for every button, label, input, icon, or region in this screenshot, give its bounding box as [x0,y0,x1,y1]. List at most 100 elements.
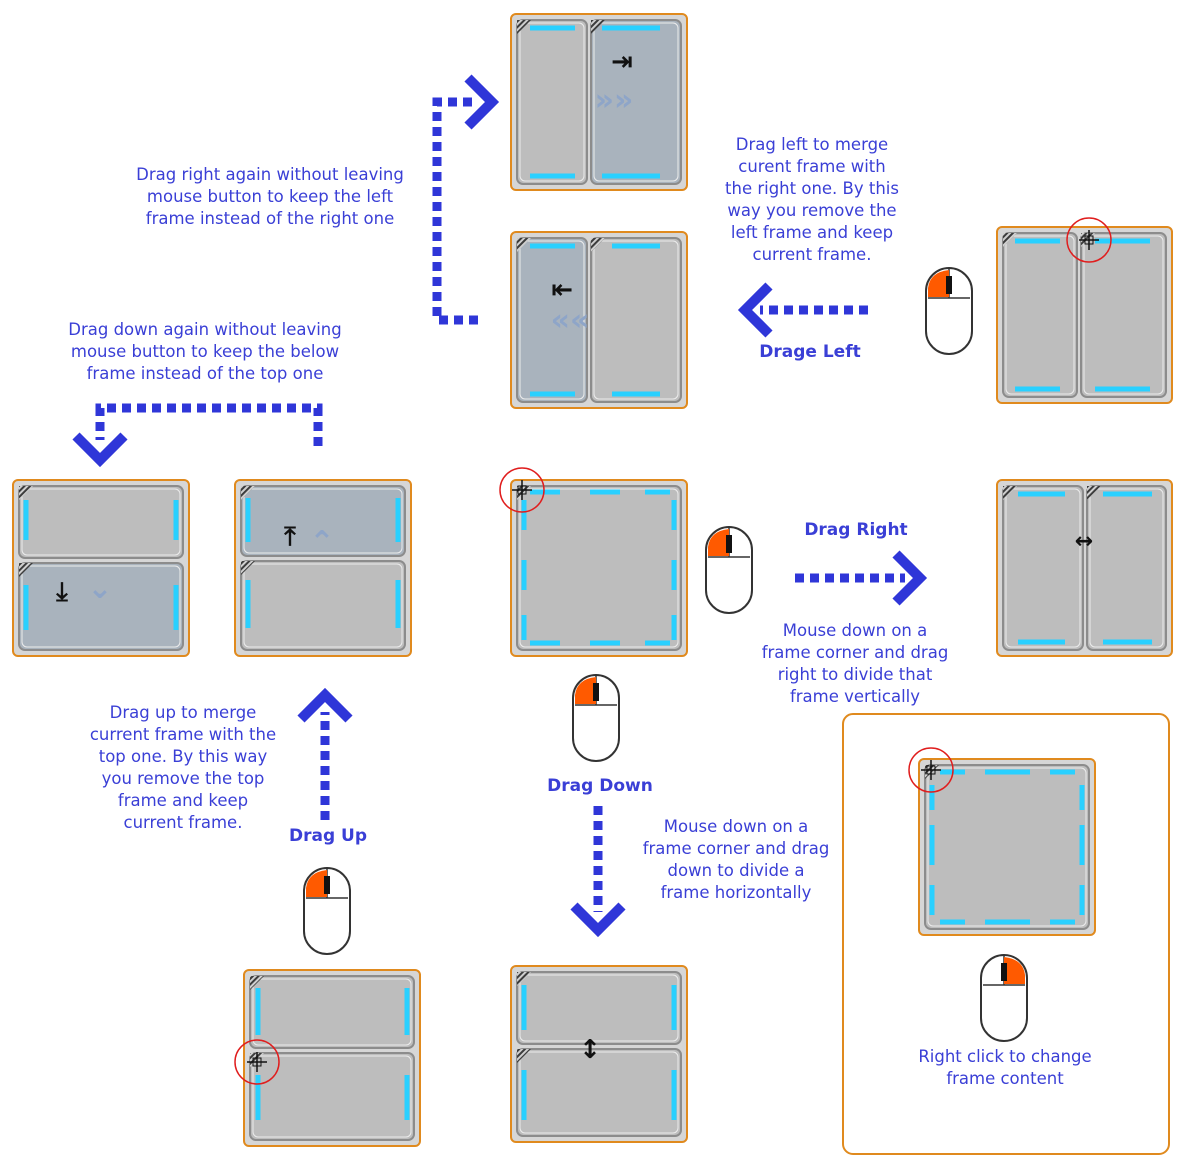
frame-pane [1002,232,1078,398]
pane-inner-edge [1083,235,1164,395]
mouse-icon [980,954,1028,1042]
pane-inner-edge [593,240,679,400]
caption-right-click: Right click to change frame content [918,1047,1092,1088]
cursor-center [252,1057,262,1067]
cursor-center [1084,235,1094,245]
frame-pane [516,237,588,403]
corner-grip-icon [591,20,605,34]
caption-drag-down-divide: Mouse down on a frame corner and drag do… [642,817,830,902]
caption-drag-right-again: Drag right again without leaving mouse b… [136,165,404,228]
frame-pane [1002,485,1084,651]
arrow-drag-up-head [297,687,353,723]
panel-merge-up [234,479,412,657]
label-drag-down: Drag Down [547,776,653,796]
frame-pane [240,560,406,651]
corner-grip-icon [1003,233,1017,247]
pane-inner-edge [519,240,585,400]
pane-inner-edge [927,767,1087,927]
corner-grip-icon [250,976,264,990]
mouse-pressed-button [928,270,949,297]
frame-corner-cursor-icon [908,747,954,793]
panel-right-click-frame [918,758,1096,936]
pane-inner-edge [519,974,679,1042]
mouse-pressed-button [708,529,729,556]
merge-right-chevrons-icon: »» [595,83,634,118]
frame-corner-cursor-icon [234,1039,280,1085]
pane-inner-edge [21,565,181,648]
corner-grip-icon [517,20,531,34]
pane-inner-edge [519,488,679,648]
mouse-wheel [946,276,952,294]
panel-before-merge-up [243,969,421,1147]
split-horizontal-icon: ↕ [579,1035,601,1065]
panel-single-frame [510,479,688,657]
cursor-circle [1066,217,1112,263]
right-click-box [842,713,1170,1155]
arrow-drag-right-again-path [432,97,478,325]
frame-pane [590,19,682,185]
corner-grip-icon [241,486,255,500]
frame-pane [516,1048,682,1137]
merge-left-chevrons-icon: «« [551,303,590,338]
cursor-cross [1079,230,1099,250]
cursor-center [926,765,936,775]
merge-right-icon: ⇥ [611,47,633,77]
pane-inner-edge [1005,488,1081,648]
panel-merge-left [510,231,688,409]
label-drag-up: Drag Up [288,826,368,846]
frame-pane [590,237,682,403]
pane-inner-edge [243,563,403,648]
corner-grip-icon [1087,486,1101,500]
mouse-pressed-button [1004,957,1025,984]
mouse-pressed-button [575,677,596,704]
pane-inner-edge [252,1055,412,1138]
corner-grip-icon [591,238,605,252]
merge-down-icon: ⤓ [55,577,68,607]
mouse-wheel [593,683,599,701]
mouse-wheel [1001,963,1007,981]
panel-split-vertical [996,479,1173,657]
cursor-circle [234,1039,280,1085]
panel-merge-down [12,479,190,657]
frame-corner-cursor-icon [1066,217,1112,263]
corner-grip-icon [19,563,33,577]
frame-pane [240,485,406,557]
arrow-drag-left-head [737,282,773,338]
corner-grip-icon [19,486,33,500]
corner-grip-icon [241,561,255,575]
corner-grip-icon [517,1049,531,1063]
panel-split-horizontal [510,965,688,1143]
mouse-wheel [726,535,732,553]
arrow-drag-down-again-head [72,432,128,468]
frame-pane [1086,485,1167,651]
arrow-drag-right-again-head [464,74,500,130]
frame-corner-cursor-icon [499,467,545,513]
frame-pane [1080,232,1167,398]
cursor-cross [921,760,941,780]
frame-pane [516,971,682,1045]
frame-pane [516,485,682,651]
pane-inner-edge [1005,235,1075,395]
frame-pane [924,764,1090,930]
label-drag-right: Drag Right [804,520,908,540]
pane-inner-edge [243,488,403,554]
merge-left-icon: ⇤ [551,275,573,305]
arrow-drag-down-head [570,902,626,938]
frame-pane [516,19,588,185]
frame-pane [18,485,184,559]
mouse-wheel [324,876,330,894]
panel-before-merge-left [996,226,1173,404]
panel-merge-right [510,13,688,191]
cursor-circle [499,467,545,513]
pane-inner-edge [519,1051,679,1134]
frame-pane [249,1052,415,1141]
caption-drag-left-merge: Drag left to merge curent frame with the… [725,135,899,264]
caption-drag-down-again: Drag down again without leaving mouse bu… [68,320,342,383]
arrow-drag-down-again-path [95,403,323,446]
cursor-cross [247,1052,267,1072]
mouse-icon [925,267,973,355]
caption-drag-up-merge: Drag up to merge current frame with the … [89,703,277,832]
corner-grip-icon [1003,486,1017,500]
